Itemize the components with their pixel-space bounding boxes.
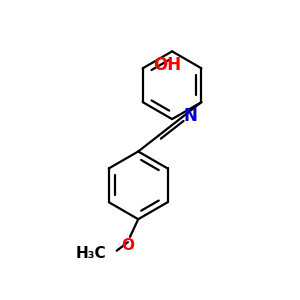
Text: O: O (122, 238, 134, 253)
Text: H₃C: H₃C (76, 246, 106, 261)
Text: OH: OH (153, 56, 181, 74)
Text: N: N (183, 107, 197, 125)
